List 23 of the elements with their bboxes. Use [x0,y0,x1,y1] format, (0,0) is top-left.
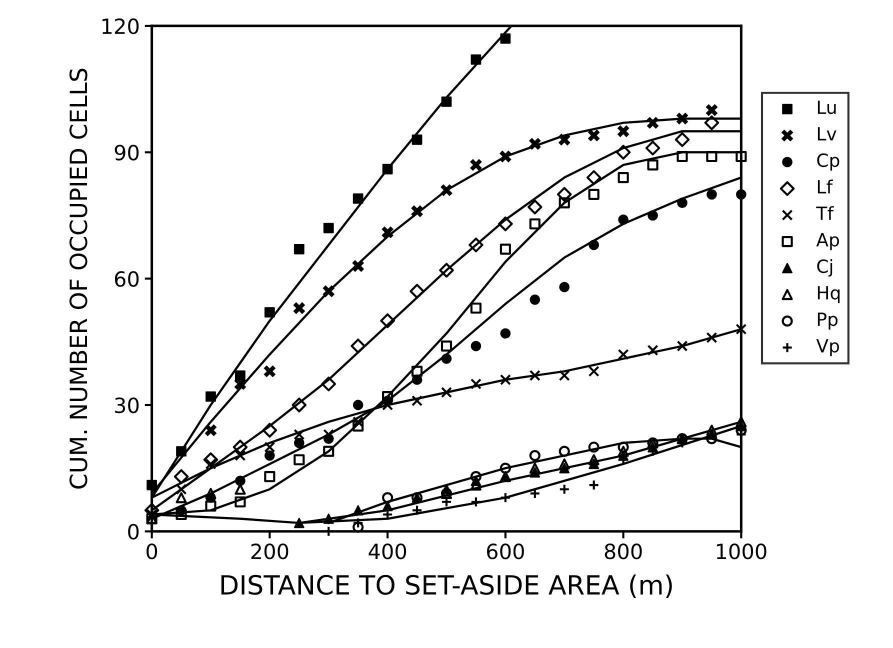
x-tick-label: 600 [487,544,524,560]
y-tick-label: 30 [115,397,139,414]
legend-label: Vp [816,339,839,356]
legend-label: Cj [817,259,832,277]
x-tick-label: 800 [604,544,642,560]
x-tick-label: 0 [146,544,158,560]
x-axis-title: DISTANCE TO SET-ASIDE AREA (m) [221,574,672,598]
y-tick-label: 0 [128,524,139,540]
x-tick-label: 400 [368,544,406,560]
legend-label: Cp [817,153,840,171]
legend-label: Lv [818,127,836,140]
x-tick-label: 1000 [716,544,766,560]
legend-label: Tf [816,206,834,220]
y-axis-title: CUM. NUMBER OF OCCUPIED CELLS [69,68,88,489]
legend-label: Lf [818,180,833,194]
legend-label: Hq [818,286,840,304]
legend-label: Pp [818,312,838,330]
x-tick-label: 200 [251,544,288,560]
y-tick-label: 60 [114,271,139,287]
legend-label: Lu [818,100,836,114]
y-tick-label: 90 [114,144,139,160]
y-tick-label: 120 [102,18,139,34]
legend-label: Ap [816,233,839,250]
